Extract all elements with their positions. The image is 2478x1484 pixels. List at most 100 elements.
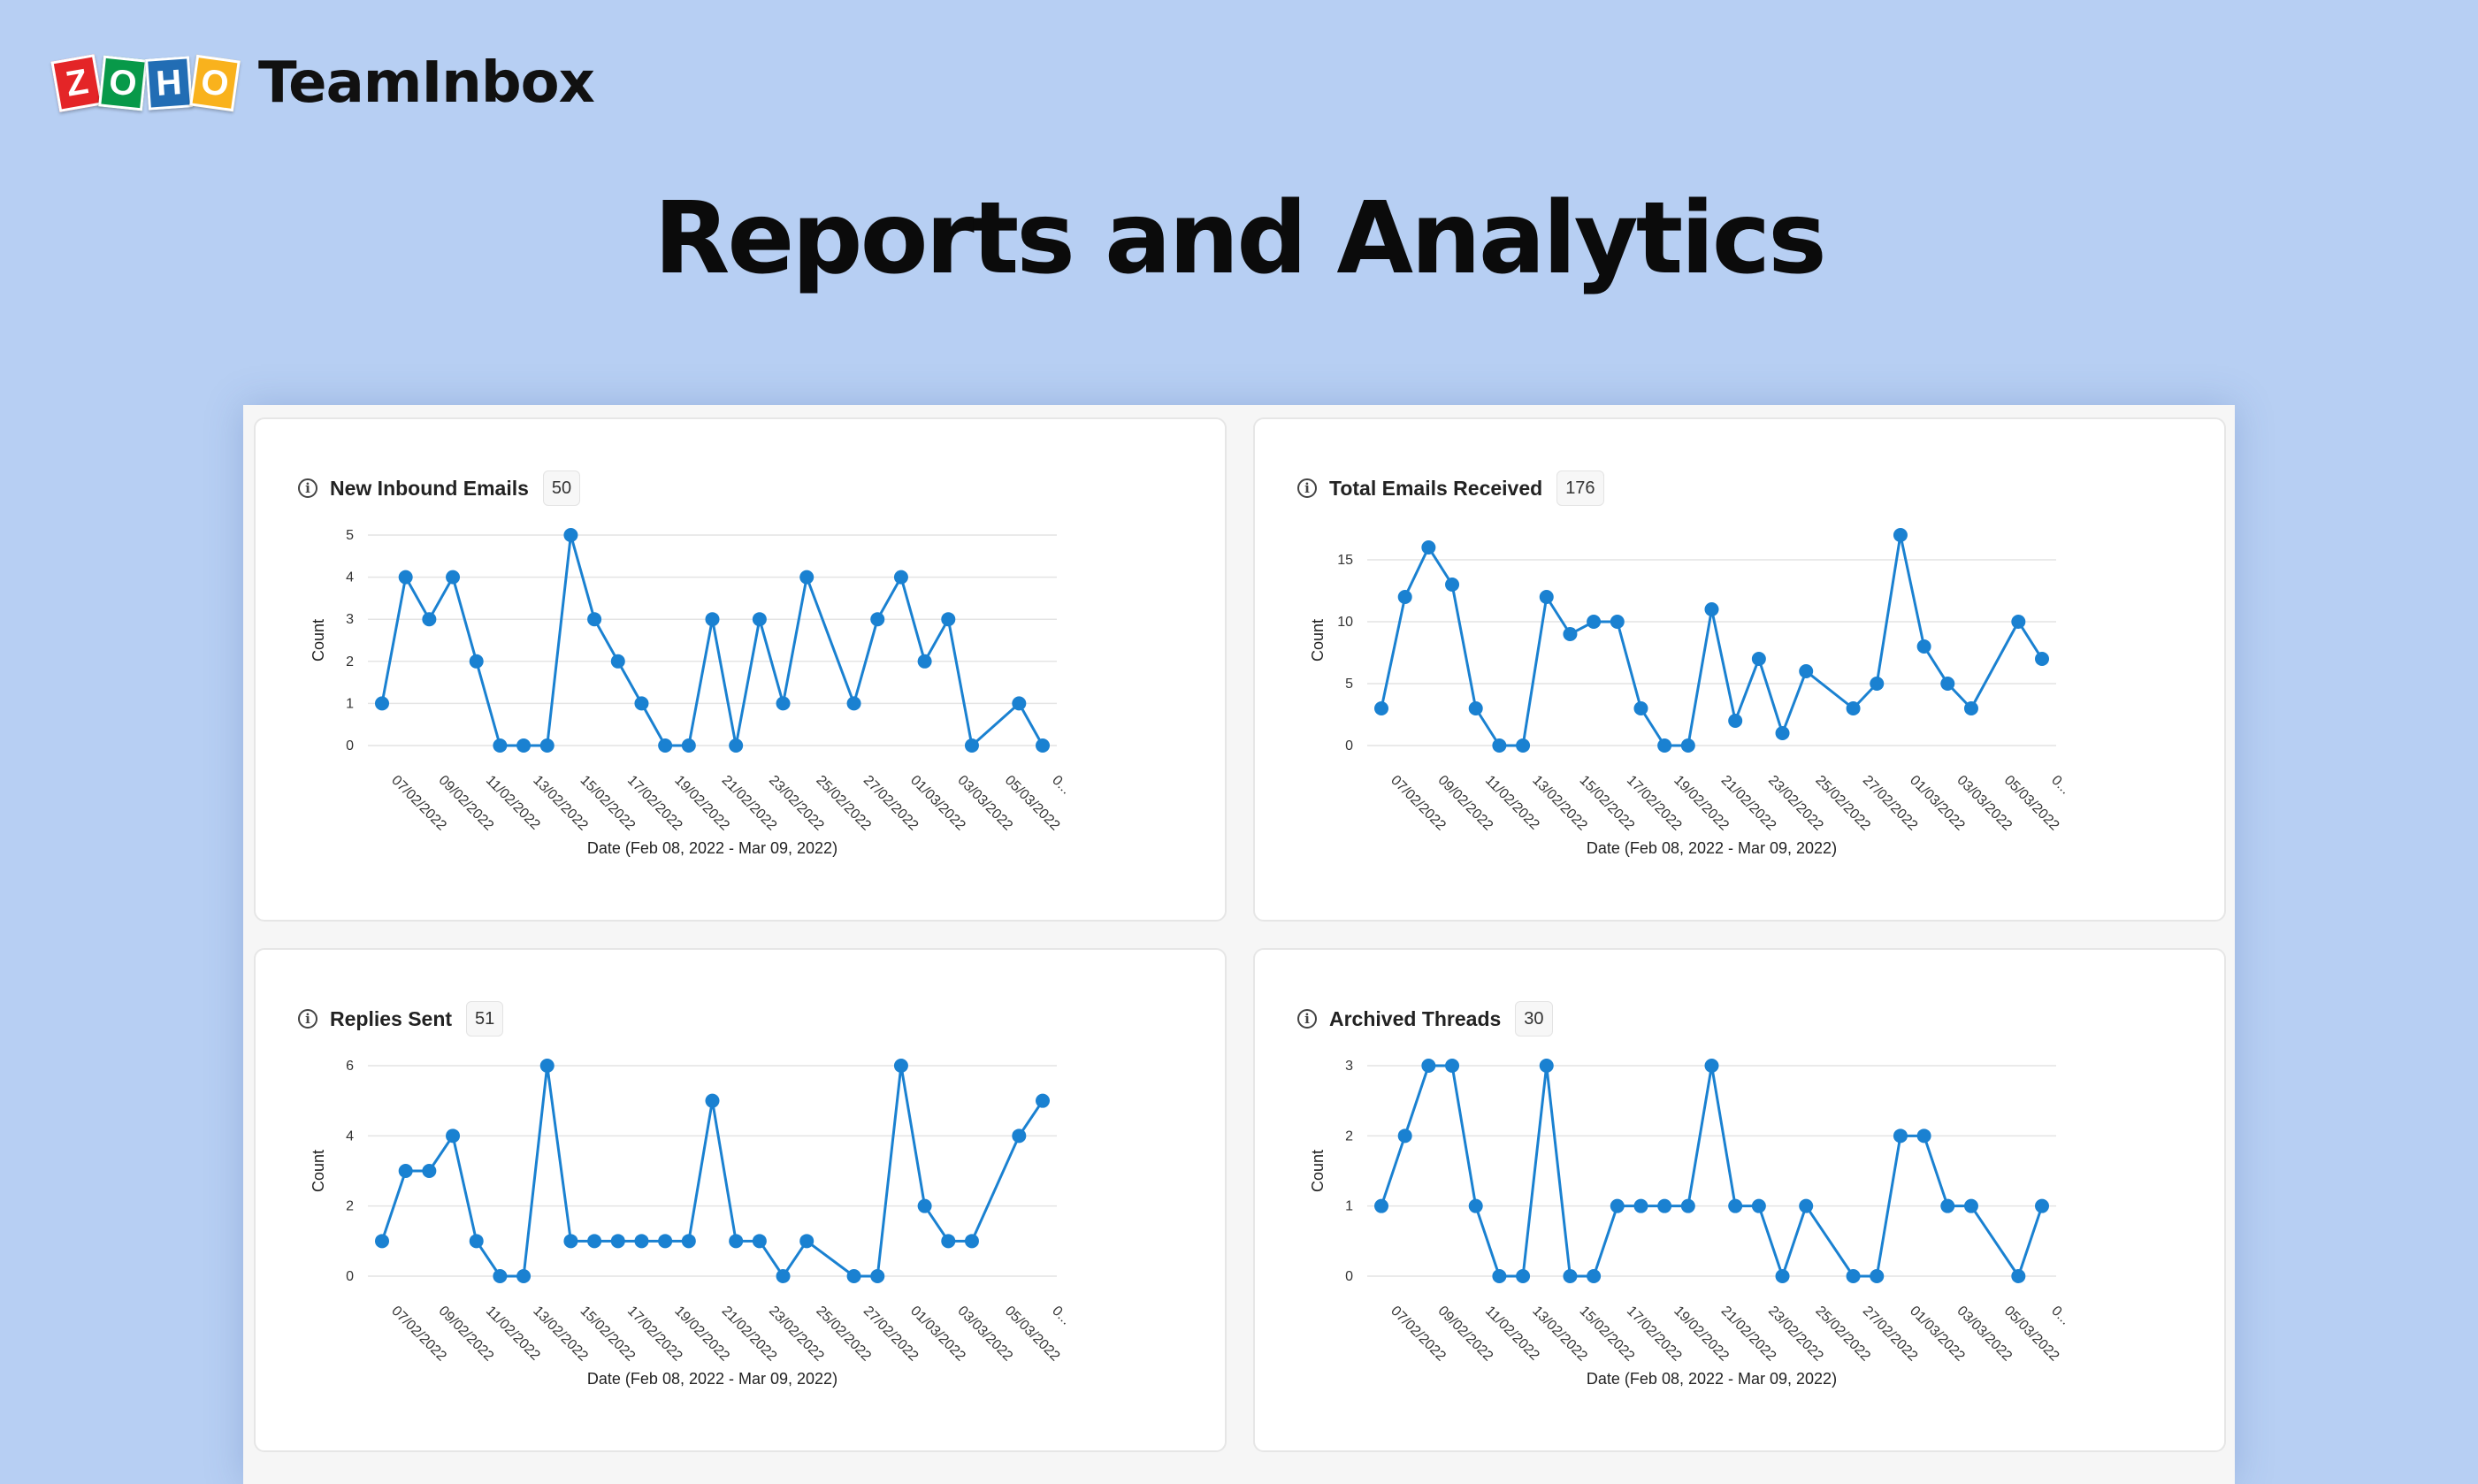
- data-point[interactable]: [964, 1234, 979, 1249]
- data-point[interactable]: [1397, 1128, 1412, 1144]
- data-point[interactable]: [1492, 1269, 1507, 1283]
- data-point[interactable]: [1036, 1093, 1050, 1108]
- data-point[interactable]: [1680, 1198, 1695, 1213]
- data-point[interactable]: [539, 738, 554, 753]
- data-point[interactable]: [2035, 1198, 2049, 1213]
- data-point[interactable]: [1916, 1128, 1931, 1144]
- data-point[interactable]: [1516, 1269, 1531, 1283]
- data-point[interactable]: [870, 1269, 885, 1283]
- data-point[interactable]: [846, 696, 861, 711]
- data-point[interactable]: [610, 1234, 625, 1249]
- data-point[interactable]: [752, 1234, 767, 1249]
- data-point[interactable]: [1940, 1198, 1955, 1213]
- data-point[interactable]: [1445, 578, 1460, 592]
- data-point[interactable]: [870, 612, 885, 627]
- data-point[interactable]: [1704, 1059, 1719, 1073]
- data-point[interactable]: [1870, 677, 1885, 691]
- data-point[interactable]: [705, 1093, 720, 1108]
- data-point[interactable]: [1539, 590, 1554, 604]
- data-point[interactable]: [1870, 1269, 1885, 1283]
- data-point[interactable]: [1940, 677, 1955, 691]
- data-point[interactable]: [1610, 1198, 1625, 1213]
- data-point[interactable]: [1563, 627, 1578, 641]
- data-point[interactable]: [1916, 639, 1931, 654]
- data-point[interactable]: [1799, 664, 1814, 678]
- data-point[interactable]: [1516, 738, 1531, 753]
- data-point[interactable]: [1728, 1198, 1743, 1213]
- data-point[interactable]: [1468, 701, 1483, 715]
- data-point[interactable]: [776, 1269, 791, 1283]
- data-point[interactable]: [563, 528, 578, 542]
- data-point[interactable]: [2035, 652, 2049, 666]
- data-point[interactable]: [658, 738, 673, 753]
- data-point[interactable]: [375, 1234, 389, 1249]
- data-point[interactable]: [539, 1059, 554, 1073]
- data-point[interactable]: [1539, 1059, 1554, 1073]
- data-point[interactable]: [1036, 738, 1050, 753]
- data-point[interactable]: [422, 1164, 437, 1178]
- data-point[interactable]: [1374, 701, 1388, 715]
- data-point[interactable]: [1775, 726, 1790, 740]
- data-point[interactable]: [705, 612, 720, 627]
- data-point[interactable]: [1680, 738, 1695, 753]
- data-point[interactable]: [1657, 1198, 1672, 1213]
- data-point[interactable]: [799, 1234, 815, 1249]
- data-point[interactable]: [1963, 701, 1978, 715]
- data-point[interactable]: [1468, 1198, 1483, 1213]
- data-point[interactable]: [799, 570, 815, 585]
- data-point[interactable]: [516, 738, 532, 753]
- data-point[interactable]: [1893, 1128, 1908, 1144]
- data-point[interactable]: [1610, 615, 1625, 629]
- data-point[interactable]: [917, 1198, 932, 1213]
- info-icon[interactable]: i: [298, 478, 317, 498]
- data-point[interactable]: [917, 654, 932, 669]
- data-point[interactable]: [1846, 1269, 1861, 1283]
- data-point[interactable]: [398, 570, 413, 585]
- data-point[interactable]: [422, 612, 437, 627]
- data-point[interactable]: [493, 738, 508, 753]
- data-point[interactable]: [1751, 1198, 1766, 1213]
- data-point[interactable]: [1397, 590, 1412, 604]
- data-point[interactable]: [2011, 615, 2026, 629]
- data-point[interactable]: [893, 1059, 908, 1073]
- data-point[interactable]: [1893, 528, 1908, 542]
- data-point[interactable]: [658, 1234, 673, 1249]
- data-point[interactable]: [469, 654, 484, 669]
- data-point[interactable]: [1657, 738, 1672, 753]
- data-point[interactable]: [1012, 696, 1027, 711]
- data-point[interactable]: [1846, 701, 1861, 715]
- data-point[interactable]: [634, 1234, 649, 1249]
- data-point[interactable]: [1587, 1269, 1602, 1283]
- info-icon[interactable]: i: [1297, 1009, 1317, 1029]
- data-point[interactable]: [446, 1128, 461, 1144]
- data-point[interactable]: [1421, 1059, 1436, 1073]
- data-point[interactable]: [752, 612, 767, 627]
- data-point[interactable]: [1563, 1269, 1578, 1283]
- info-icon[interactable]: i: [1297, 478, 1317, 498]
- data-point[interactable]: [1374, 1198, 1388, 1213]
- data-point[interactable]: [1728, 714, 1743, 728]
- data-point[interactable]: [1775, 1269, 1790, 1283]
- data-point[interactable]: [893, 570, 908, 585]
- data-point[interactable]: [469, 1234, 484, 1249]
- data-point[interactable]: [2011, 1269, 2026, 1283]
- data-point[interactable]: [1587, 615, 1602, 629]
- data-point[interactable]: [587, 612, 602, 627]
- data-point[interactable]: [681, 738, 696, 753]
- data-point[interactable]: [634, 696, 649, 711]
- data-point[interactable]: [941, 1234, 956, 1249]
- data-point[interactable]: [846, 1269, 861, 1283]
- data-point[interactable]: [729, 1234, 744, 1249]
- data-point[interactable]: [1492, 738, 1507, 753]
- data-point[interactable]: [375, 696, 389, 711]
- data-point[interactable]: [681, 1234, 696, 1249]
- data-point[interactable]: [516, 1269, 532, 1283]
- data-point[interactable]: [1633, 1198, 1648, 1213]
- data-point[interactable]: [1751, 652, 1766, 666]
- data-point[interactable]: [941, 612, 956, 627]
- data-point[interactable]: [1012, 1128, 1027, 1144]
- data-point[interactable]: [610, 654, 625, 669]
- data-point[interactable]: [493, 1269, 508, 1283]
- data-point[interactable]: [1633, 701, 1648, 715]
- data-point[interactable]: [398, 1164, 413, 1178]
